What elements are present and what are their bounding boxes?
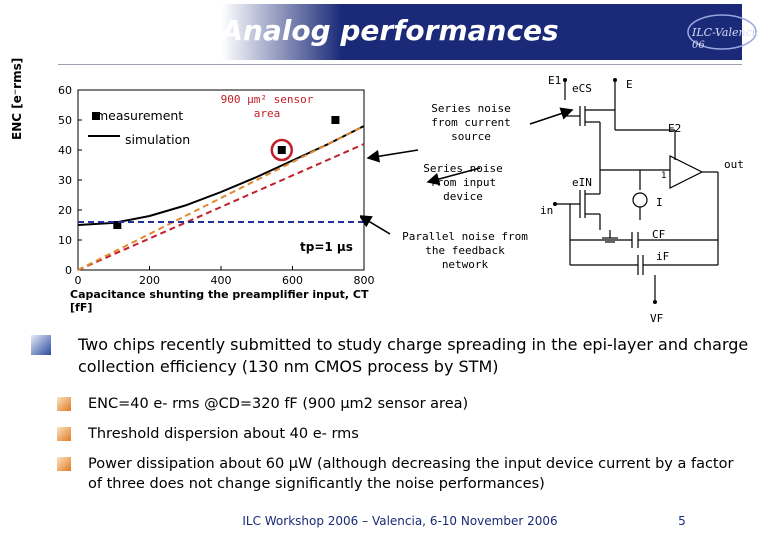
x-tick-label: 400	[211, 274, 232, 287]
simulation-line	[77, 125, 365, 226]
label-if: iF	[656, 250, 670, 263]
annotation-parallel: Parallel noise from the feedback network	[402, 230, 528, 271]
sub-bullet-text-1: ENC=40 e- rms @CD=320 fF (900 μm2 sensor…	[88, 396, 469, 412]
highlight-circle	[270, 138, 294, 162]
annotation-series-input: Series noise from input device	[423, 162, 503, 203]
preamp-circuit-schematic: 1	[553, 78, 719, 304]
sub-bullet-icon-2	[56, 426, 72, 442]
label-e: E	[626, 78, 633, 91]
annotation-arrows	[360, 107, 574, 235]
label-vf: VF	[650, 312, 664, 325]
legend-measurement-marker	[92, 112, 100, 120]
footer-text: ILC Workshop 2006 – Valencia, 6-10 Novem…	[242, 514, 558, 528]
measurement-point	[277, 146, 286, 154]
x-tick-label: 0	[75, 274, 82, 287]
sub-bullet-text-2: Threshold dispersion about 40 e- rms	[88, 426, 359, 442]
y-tick-label: 10	[58, 234, 72, 247]
label-in: in	[540, 204, 554, 217]
x-tick-label: 600	[282, 274, 303, 287]
y-tick-label: 50	[58, 114, 72, 127]
series-dashed-line	[77, 125, 365, 271]
legend-measurement-label: measurement	[96, 108, 184, 123]
label-i: I	[656, 196, 663, 209]
label-e1: E1	[548, 74, 562, 87]
label-ecs: eCS	[572, 82, 592, 95]
title-bar-gradient	[222, 4, 342, 60]
main-bullet-text: Two chips recently submitted to study ch…	[78, 335, 749, 376]
sensor-area-annotation: 900 μm² sensor area	[220, 93, 314, 120]
enc-chart: 0 200 400 600 800 0 10 20 30 40 50 60	[58, 84, 375, 287]
sub-bullet-text-3: Power dissipation about 60 μW (although …	[88, 456, 734, 492]
main-bullet-icon	[30, 334, 52, 356]
label-out: out	[724, 158, 744, 171]
y-tick-label: 0	[65, 264, 72, 277]
y-tick-label: 30	[58, 174, 72, 187]
ilc-valencia-logo: ILC-Valencia 06	[686, 12, 762, 52]
y-axis-label: ENC [e⁻rms]	[10, 57, 24, 140]
x-axis-label: Capacitance shunting the preamplifier in…	[70, 288, 369, 314]
label-cf: CF	[652, 228, 666, 241]
sub-bullet-icon-1	[56, 396, 72, 412]
legend-simulation-label: simulation	[125, 132, 191, 147]
slide-title: Analog performances	[221, 14, 559, 47]
sub-bullet-icon-3	[56, 456, 72, 472]
svg-text:1: 1	[661, 171, 667, 181]
label-e2: E2	[668, 122, 682, 135]
label-ein: eIN	[572, 176, 592, 189]
y-tick-label: 60	[58, 84, 72, 97]
page-number: 5	[678, 514, 686, 528]
title-divider	[58, 64, 742, 65]
measurement-point	[331, 116, 340, 124]
y-tick-label: 20	[58, 204, 72, 217]
y-tick-label: 40	[58, 144, 72, 157]
annotation-series-current: Series noise from current source	[431, 102, 511, 143]
measurement-point	[113, 221, 122, 229]
x-tick-label: 800	[354, 274, 375, 287]
svg-text:06: 06	[692, 40, 705, 51]
series-dashed-line	[77, 143, 365, 271]
x-tick-label: 200	[139, 274, 160, 287]
tp-label: tp=1 μs	[300, 240, 353, 254]
svg-text:ILC-Valencia: ILC-Valencia	[691, 26, 758, 39]
